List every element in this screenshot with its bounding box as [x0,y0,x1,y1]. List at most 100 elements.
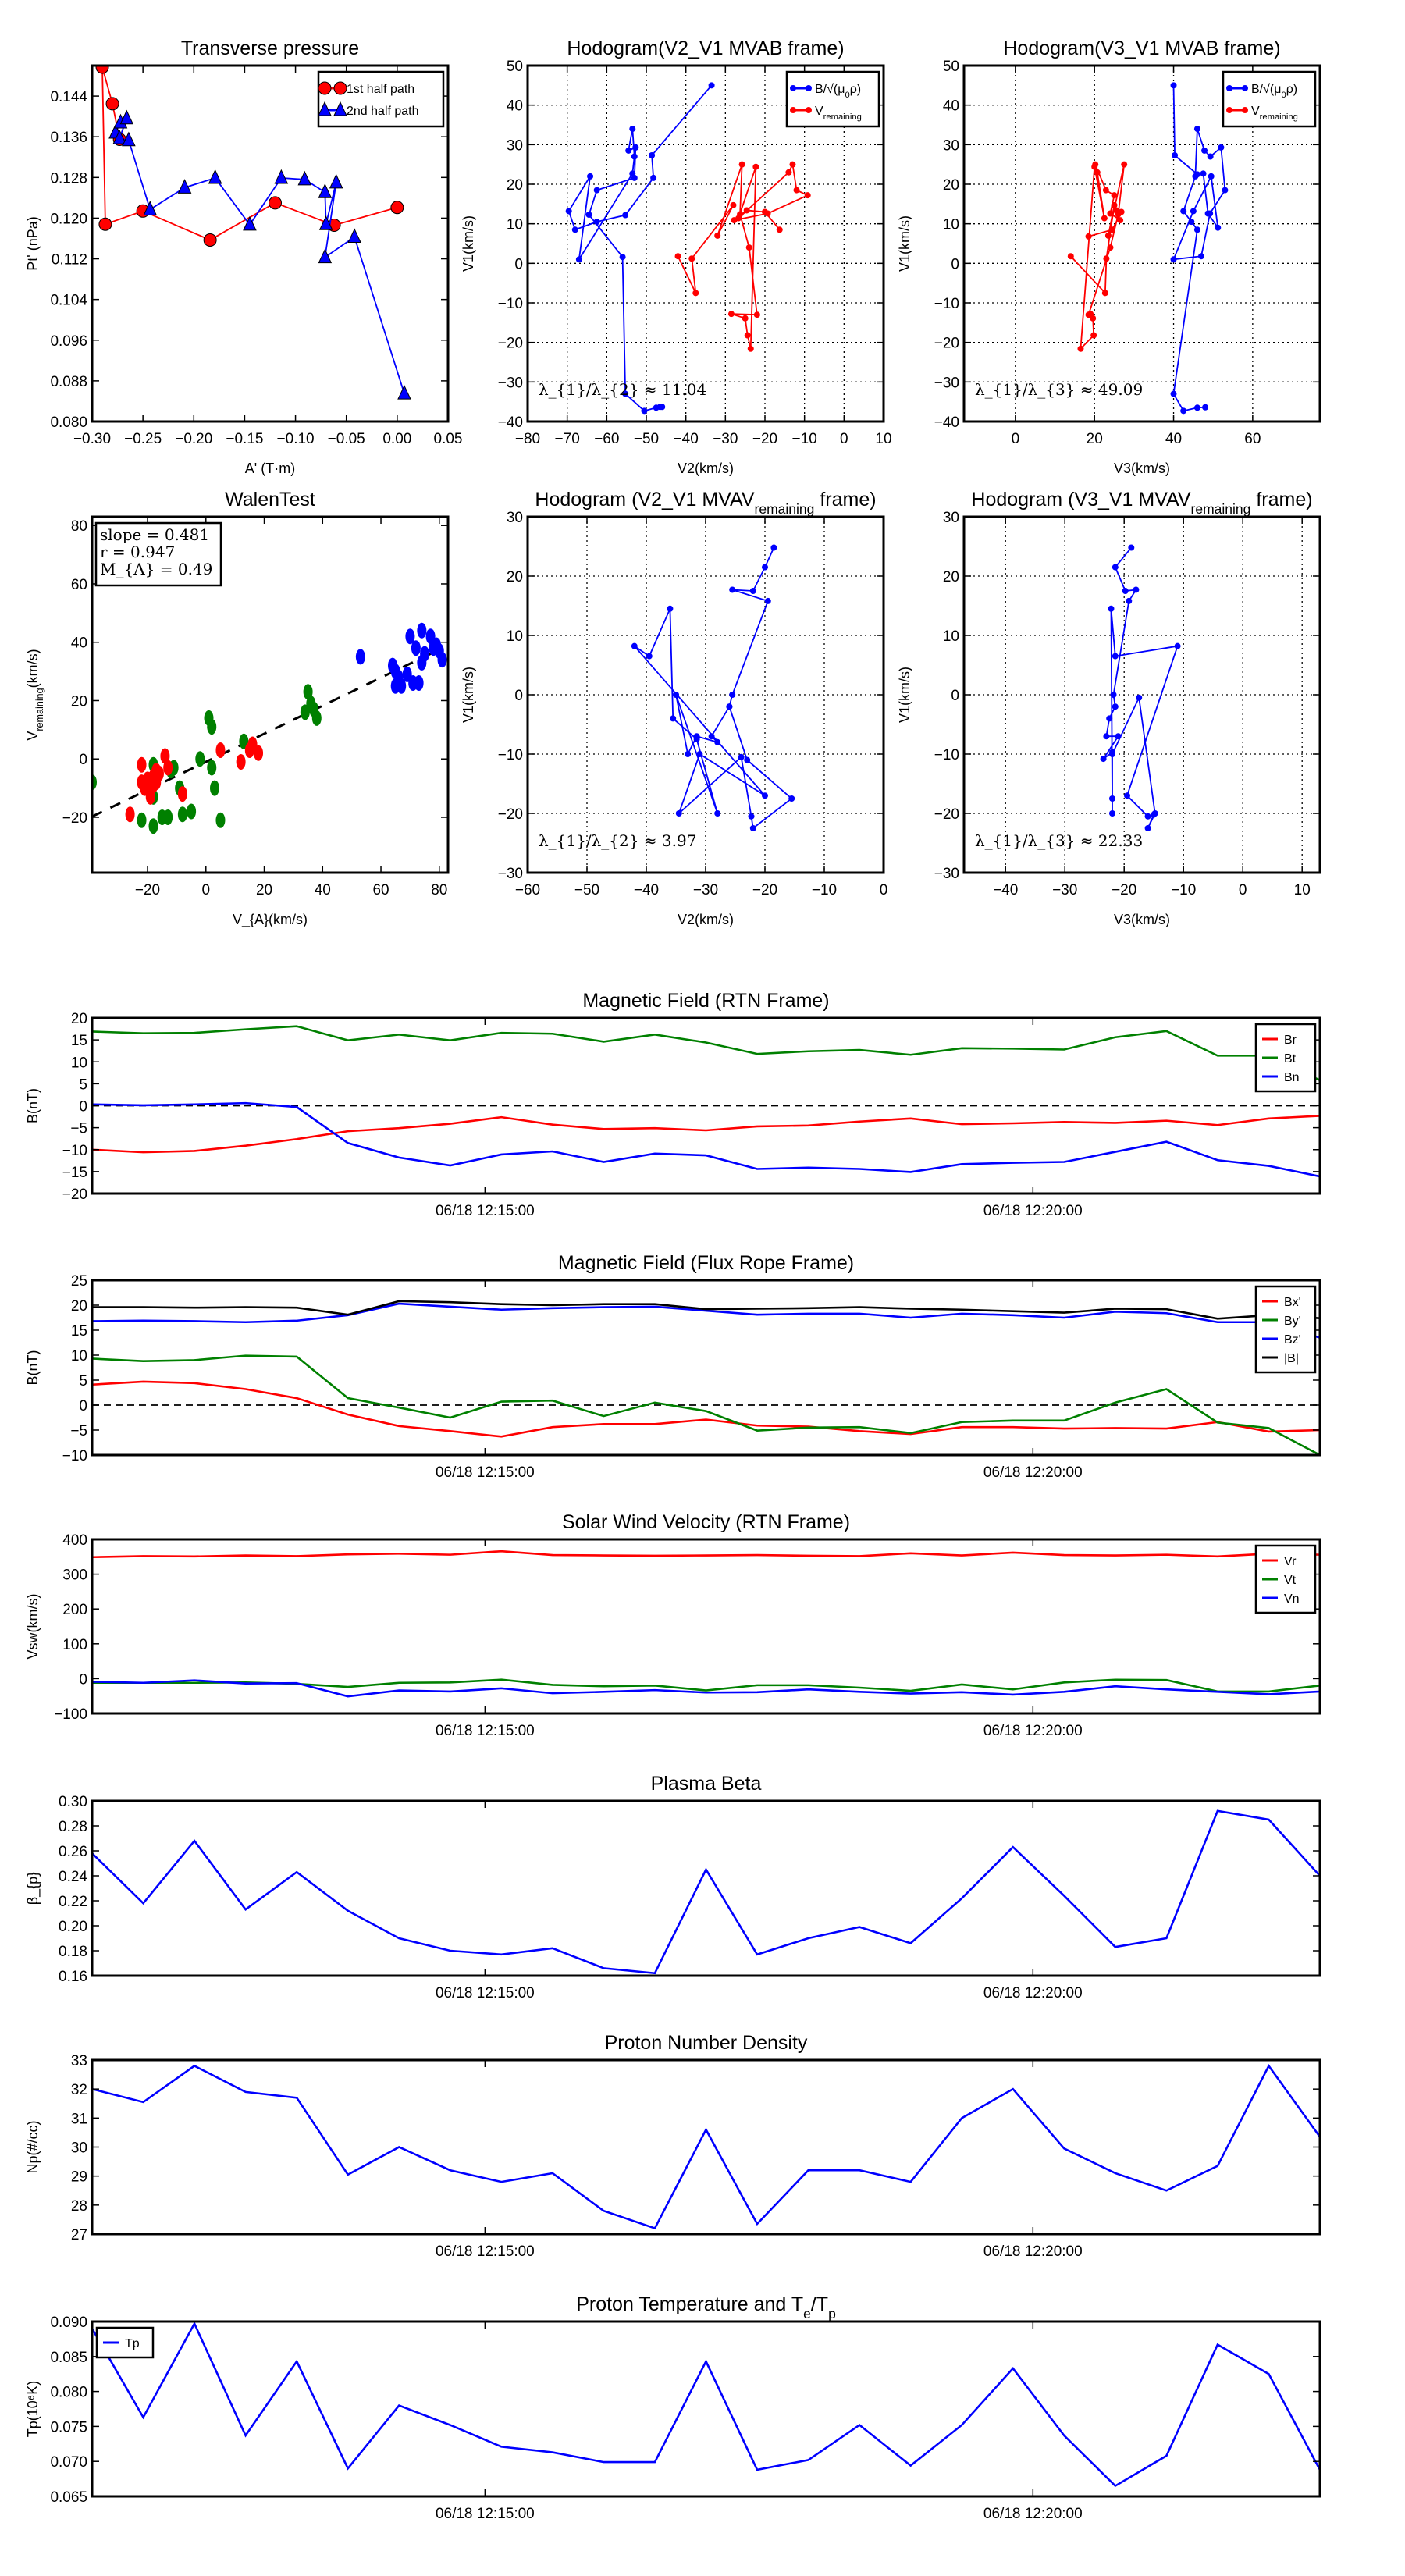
legend-entry: Vt [1262,1574,1297,1587]
data-point [1144,813,1151,820]
x-tick-label: 06/18 12:20:00 [984,1203,1083,1219]
data-point [646,653,653,660]
y-tick-label: 300 [62,1567,87,1584]
data-point [177,786,187,802]
data-point [1100,756,1107,763]
y-tick-label: 20 [943,177,959,194]
data-point [1172,152,1179,159]
walen-statistic: slope = 0.481 [100,525,209,544]
data-point [788,795,795,802]
legend-marker [806,85,812,91]
y-axis-label: V1(km/s) [897,667,912,723]
chart-title: Hodogram(V2_V1 MVAB frame) [567,37,844,59]
data-point [411,640,421,656]
y-tick-label: 30 [507,137,523,154]
data-point [208,169,222,184]
legend-entry: |B| [1262,1352,1299,1365]
y-tick-label: 0.080 [50,2385,87,2401]
y-tick-label: 31 [71,2111,87,2127]
data-point [1101,290,1108,297]
data-point [1077,345,1084,352]
legend-label: Vt [1284,1574,1297,1587]
legend: B/√(μ0ρ) Vremaining [1222,70,1317,128]
x-tick-label: 06/18 12:20:00 [984,1985,1083,2001]
y-tick-label: 0.30 [59,1794,87,1810]
y-tick-label: 10 [507,217,523,233]
y-tick-label: 30 [71,2140,87,2157]
data-point [1202,404,1209,411]
series-line [677,162,809,349]
y-tick-label: 40 [71,635,87,652]
data-point [1106,715,1113,722]
y-tick-label: 30 [943,510,959,526]
data-point [685,751,692,757]
x-tick-label: 06/18 12:15:00 [436,1723,535,1739]
series-beta-0 [92,1809,1320,1975]
y-tick-label: 15 [71,1323,87,1340]
y-axis-label: B(nT) [25,1088,41,1123]
data-point [414,675,424,692]
series-np-0 [92,2063,1320,2230]
x-tick-label: 80 [431,882,447,898]
series-flux-3 [92,1300,1320,1320]
x-axis-label: A' (T·m) [245,461,295,476]
y-tick-label: 0.075 [50,2419,87,2435]
data-point [437,652,447,668]
data-point [1101,215,1108,222]
y-tick-label: −10 [934,296,959,312]
data-point [1109,810,1115,817]
x-tick-label: 06/18 12:15:00 [436,1464,535,1481]
legend-label: Bx' [1284,1296,1301,1309]
data-point [1193,226,1200,233]
data-point [593,187,600,194]
series-line [92,2063,1320,2230]
data-point [1170,82,1177,89]
flux-panel: 06/18 12:15:00 06/18 12:20:00 −10 −5 0 5 10 15 2… [25,1252,1321,1481]
x-axis-label: V_{A}(km/s) [233,912,308,928]
data-point [738,161,745,168]
chart-title: WalenTest [225,489,315,511]
data-point [347,228,361,244]
x-tick-label: −60 [594,431,619,447]
legend-entry: Bt [1262,1052,1297,1066]
x-axis-label: V3(km/s) [1114,912,1170,927]
x-tick-label: 06/18 12:15:00 [436,2243,535,2260]
data-point [752,163,759,170]
data-point [1092,161,1099,168]
chart-title: Magnetic Field (RTN Frame) [582,990,829,1012]
x-tick-label: −30 [1052,882,1077,898]
series-walen-2 [125,736,264,823]
tp-panel: −0.30 −0.25 −0.20 −0.15 −0.10 −0.05 0.00 0.05 0.… [25,37,462,476]
series-walen-0 [355,622,447,694]
data-point [137,812,147,828]
legend-marker [1242,85,1248,91]
y-tick-label: −10 [498,747,523,763]
y-tick-label: 5 [79,1076,87,1093]
x-tick-label: −10 [812,882,837,898]
legend-entry: B/√(μ0ρ) [790,83,861,100]
data-point [1170,390,1177,397]
y-axis-label: Vremaining(km/s) [25,649,45,740]
x-tick-label: 20 [1087,431,1103,447]
data-point [1198,253,1204,260]
data-point [650,174,657,181]
data-point [1122,588,1129,594]
series-line [1172,85,1226,412]
series-h1-0 [565,82,715,415]
data-point [417,622,427,639]
x-tick-label: 06/18 12:20:00 [984,2243,1083,2260]
x-tick-label: −40 [993,882,1018,898]
x-tick-label: −0.15 [226,431,263,447]
data-point [148,777,158,793]
data-point [1133,586,1140,593]
legend-entry: Vremaining [790,105,862,122]
data-point [1126,597,1133,604]
y-tick-label: 0.28 [59,1819,87,1835]
data-point [631,153,638,160]
legend-entry: 1st half path [318,81,414,96]
x-tick-label: 0.00 [382,431,411,447]
y-tick-label: 100 [62,1637,87,1653]
walen-statistic: r = 0.947 [100,543,175,561]
tp2-panel: 06/18 12:15:00 06/18 12:20:00 0.065 0.070 0.… [25,2293,1321,2522]
